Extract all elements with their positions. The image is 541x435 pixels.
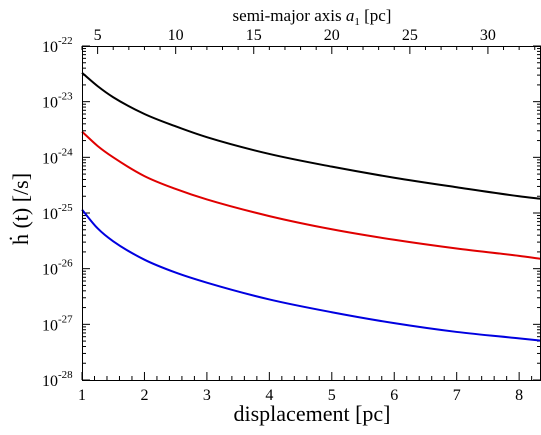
top-x-axis-label-var: a [346, 6, 355, 25]
x-tick-label: 3 [203, 387, 211, 404]
y-tick-exponent: -27 [58, 313, 73, 325]
top-x-tick-label: 10 [168, 27, 184, 44]
y-tick-label: 10 [42, 95, 58, 112]
top-x-axis-label-sub: 1 [354, 16, 360, 28]
y-tick-label: 10 [42, 150, 58, 167]
top-x-axis-label-unit: [pc] [360, 6, 392, 25]
top-x-tick-label: 15 [246, 27, 262, 44]
top-x-tick-label: 5 [94, 27, 102, 44]
y-tick-exponent: -28 [58, 369, 73, 381]
x-tick-label: 5 [328, 387, 336, 404]
y-tick-exponent: -25 [58, 202, 73, 214]
plot-frame [82, 46, 541, 381]
y-tick-label: 10 [42, 317, 58, 334]
top-x-tick-label: 20 [324, 27, 340, 44]
y-tick-label: 10 [42, 262, 58, 279]
y-axis-label: ḣ (t) [/s] [8, 173, 33, 245]
top-x-axis-label: semi-major axis a1 [pc] [233, 6, 392, 28]
ticks-layer [81, 45, 541, 381]
x-tick-label: 2 [140, 387, 148, 404]
y-tick-label: 10 [42, 39, 58, 56]
top-x-axis-label-main: semi-major axis [233, 6, 346, 25]
y-tick-exponent: -23 [58, 91, 73, 103]
series-layer [81, 72, 541, 342]
x-tick-label: 1 [78, 387, 86, 404]
y-tick-label: 10 [42, 373, 58, 390]
top-x-tick-label: 25 [402, 27, 418, 44]
x-tick-label: 8 [515, 387, 523, 404]
x-axis-label: displacement [pc] [234, 401, 391, 426]
y-tick-exponent: -22 [58, 35, 73, 47]
y-tick-label: 10 [42, 206, 58, 223]
series-line-blue [81, 208, 541, 342]
x-tick-label: 7 [453, 387, 461, 404]
top-x-tick-label: 30 [480, 27, 496, 44]
x-tick-label: 6 [390, 387, 398, 404]
x-tick-label: 4 [265, 387, 273, 404]
series-line-red [81, 130, 541, 260]
y-tick-exponent: -26 [58, 258, 73, 270]
y-tick-exponent: -24 [58, 146, 73, 158]
series-line-black [81, 72, 541, 200]
